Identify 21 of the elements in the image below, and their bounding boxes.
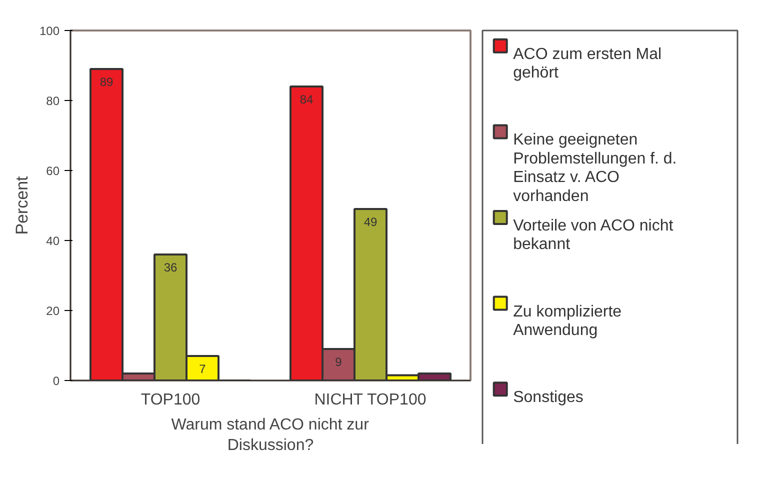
legend-label: Vorteile von ACO nicht bekannt (513, 218, 674, 254)
y-tick-label: 60 (46, 164, 60, 178)
data-label: 89 (100, 75, 114, 89)
legend-label: Keine geeigneten Problemstellungen f. d. Einsatz v. ACO vorhanden (513, 132, 677, 205)
data-label: 84 (300, 92, 314, 106)
legend-label: Zu komplizierte Anwendung (513, 303, 622, 339)
legend-label: ACO zum ersten Mal gehört (513, 46, 662, 82)
x-tick-label: TOP100 (140, 392, 200, 408)
y-tick-label: 40 (46, 234, 60, 248)
data-label: 49 (364, 215, 378, 229)
legend-label: Sonstiges (513, 389, 584, 406)
data-label: 9 (335, 355, 342, 369)
x-tick-label: NICHT TOP100 (314, 392, 426, 408)
y-tick-label: 100 (39, 24, 60, 38)
x-axis-title: Warum stand ACO nicht zur Diskussion? (171, 416, 370, 454)
data-label: 7 (199, 362, 206, 376)
y-tick-label: 80 (46, 94, 60, 108)
y-tick-label: 0 (52, 374, 60, 388)
y-axis-title: Percent (12, 176, 32, 235)
y-tick-label: 20 (46, 304, 60, 318)
data-label: 36 (164, 260, 178, 274)
